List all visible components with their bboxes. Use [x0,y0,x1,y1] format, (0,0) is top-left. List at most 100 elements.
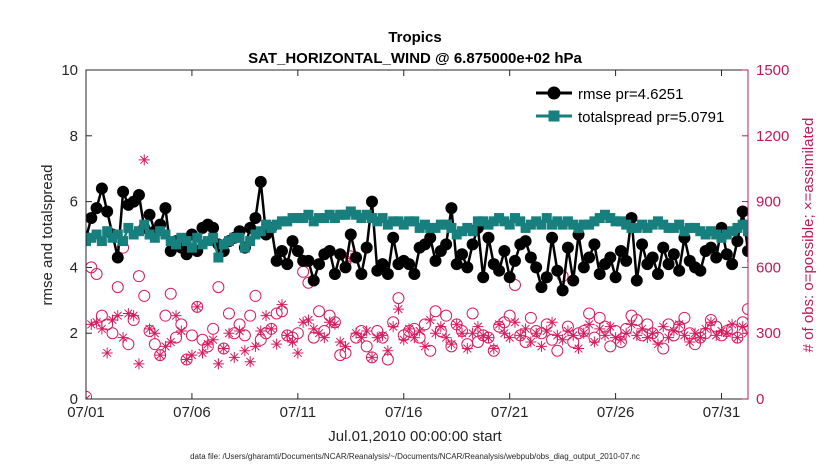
rmse-point [133,189,145,201]
assimilated-point [202,339,213,350]
assimilated-point [239,345,250,356]
rmse-point [583,252,595,264]
assimilated-point [621,328,632,339]
assimilated-point [684,336,695,347]
assimilated-point [430,328,441,339]
assimilated-point [409,332,420,343]
y-right-tick-label: 1200 [756,128,789,145]
assimilated-point [700,323,711,334]
rmse-point [710,252,722,264]
rmse-point [509,255,521,267]
rmse-point [424,232,436,244]
assimilated-point [711,330,722,341]
assimilated-point [229,352,240,363]
totalspread-point [187,243,197,253]
y-left-tick-label: 2 [70,325,78,342]
assimilated-point [441,332,452,343]
rmse-point [557,284,569,296]
assimilated-point [695,332,706,343]
x-tick-label: 07/21 [491,404,529,421]
y-left-tick-label: 0 [70,391,78,408]
rmse-point [647,252,659,264]
rmse-point [382,268,394,280]
rmse-point [504,271,516,283]
rmse-point [588,238,600,250]
assimilated-point [102,347,113,358]
assimilated-point [631,330,642,341]
assimilated-point [404,323,415,334]
rmse-point [631,275,643,287]
assimilated-point [160,341,171,352]
rmse-point [324,245,336,257]
rmse-point [361,242,373,254]
assimilated-point [351,328,362,339]
rmse-point [249,212,261,224]
assimilated-point [91,317,102,328]
y-right-tick-label: 1500 [756,62,789,79]
legend-rmse-label: rmse pr=4.6251 [578,86,683,103]
totalspread-point [468,226,478,236]
assimilated-point [446,339,457,350]
assimilated-point [663,332,674,343]
assimilated-point [377,330,388,341]
assimilated-point [541,326,552,337]
assimilated-point [366,352,377,363]
assimilated-point [509,317,520,328]
assimilated-point [245,356,256,367]
rmse-point [408,268,420,280]
assimilated-point [536,341,547,352]
rmse-point [610,271,622,283]
assimilated-point [525,336,536,347]
assimilated-point [515,330,526,341]
rmse-point [281,258,293,270]
assimilated-point [425,315,436,326]
assimilated-point [181,354,192,365]
x-tick-label: 07/26 [597,404,635,421]
assimilated-point [557,334,568,345]
assimilated-point [531,328,542,339]
rmse-point [255,176,267,188]
assimilated-point [186,350,197,361]
rmse-point [91,202,103,214]
x-axis-label: Jul.01,2010 00:00:00 start [328,428,502,445]
rmse-point [546,232,558,244]
assimilated-point [419,341,430,352]
assimilated-point [308,323,319,334]
assimilated-point [488,343,499,354]
assimilated-point [615,334,626,345]
x-tick-label: 07/06 [173,404,211,421]
assimilated-point [250,341,261,352]
assimilated-point [329,319,340,330]
rmse-point [456,248,468,260]
assimilated-point [594,323,605,334]
assimilated-point [149,328,160,339]
x-tick-label: 07/16 [385,404,423,421]
rmse-point [668,248,680,260]
assimilated-point [568,330,579,341]
rmse-point [345,229,357,241]
rmse-point [620,255,632,267]
assimilated-point [266,323,277,334]
assimilated-point [573,343,584,354]
assimilated-point [282,330,293,341]
rmse-point [117,186,129,198]
assimilated-point [319,332,330,343]
assimilated-point [562,326,573,337]
rmse-point [673,265,685,277]
assimilated-point [414,326,425,337]
x-tick-label: 07/31 [703,404,741,421]
legend-rmse-marker [548,87,561,100]
assimilated-point [626,319,637,330]
assimilated-point [589,336,600,347]
assimilated-point [658,321,669,332]
assimilated-point [483,332,494,343]
rmse-point [329,268,341,280]
rmse-point [207,222,219,234]
assimilated-point [234,326,245,337]
rmse-point [636,238,648,250]
assimilated-point [213,358,224,369]
assimilated-point [356,332,367,343]
assimilated-point [171,310,182,321]
y-left-tick-label: 4 [70,259,78,276]
assimilated-point [457,328,468,339]
